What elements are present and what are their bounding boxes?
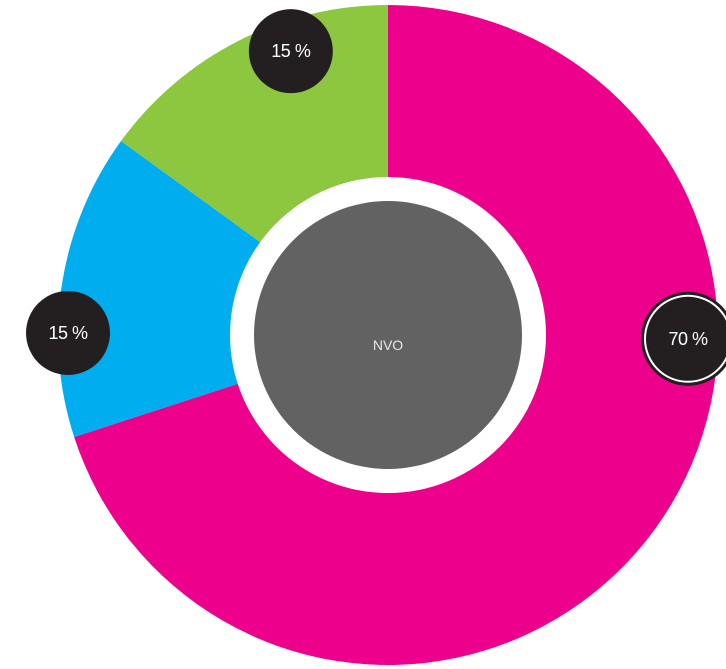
slice-percent-label: 15 % [48,323,88,343]
badge-circle [26,290,111,375]
center-label: NVO [373,337,403,353]
slice-percent-label: 15 % [271,41,311,61]
slice-label-badge: 15 % [248,9,333,94]
slice-label-badge: 70 % [640,291,726,386]
pie-slice [57,141,388,437]
slice-percent-label: 70 % [668,329,708,349]
badge-circle [248,9,333,94]
slice-label-badge: 15 % [26,290,111,375]
slice-labels: 70 % 15 % 15 % [26,9,726,386]
center-disc [254,201,522,469]
badge-circle [645,296,726,381]
